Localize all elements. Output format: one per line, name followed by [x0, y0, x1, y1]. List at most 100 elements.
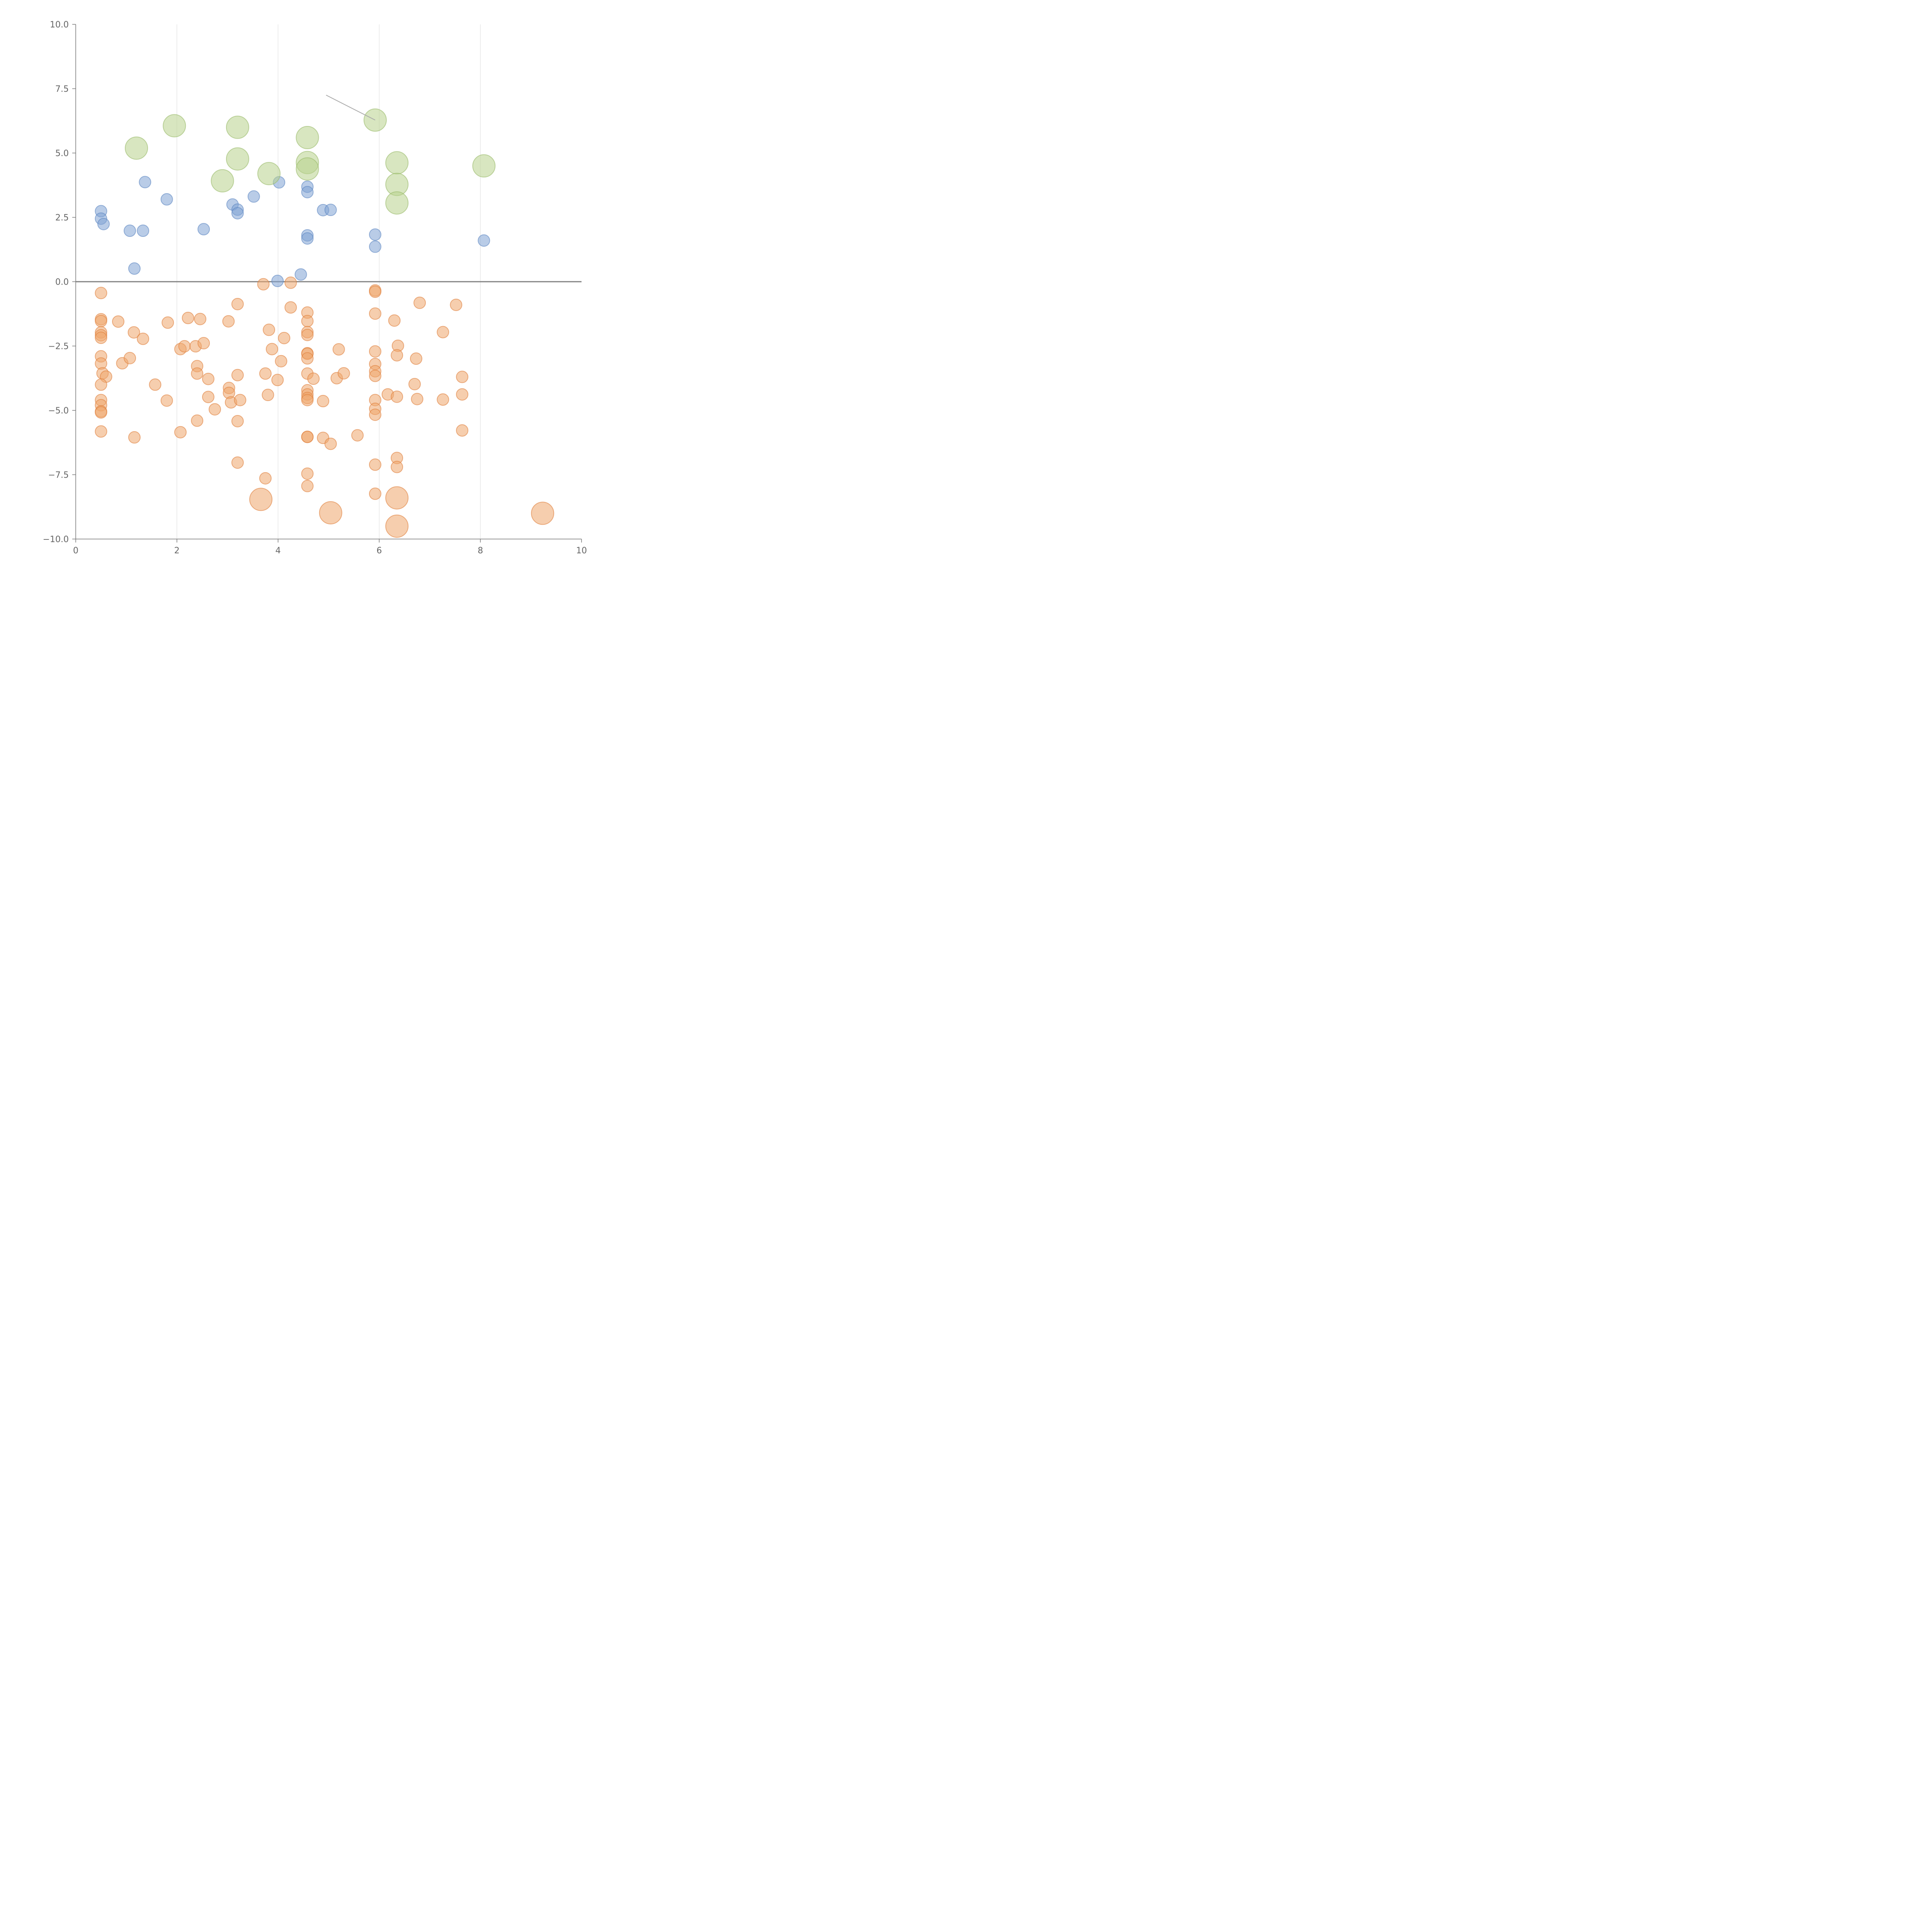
data-point — [294, 268, 307, 281]
data-point — [95, 378, 107, 391]
data-point — [317, 395, 330, 408]
y-tick-label: 0.0 — [55, 277, 69, 287]
data-point — [324, 437, 337, 450]
data-point — [259, 367, 272, 380]
data-point — [231, 369, 244, 381]
data-point — [247, 190, 260, 203]
x-tick-label: 0 — [73, 546, 78, 556]
data-point — [137, 224, 150, 237]
data-point — [263, 323, 276, 336]
data-point — [259, 472, 272, 485]
data-point — [265, 343, 278, 355]
data-point — [391, 349, 403, 362]
data-point — [437, 326, 449, 338]
annotation-leader-line — [326, 95, 376, 121]
x-tick-label: 4 — [276, 546, 281, 556]
data-point — [456, 388, 469, 401]
data-point — [208, 403, 221, 416]
data-point — [125, 136, 148, 160]
data-point — [249, 488, 273, 511]
data-point — [301, 352, 314, 365]
data-point — [95, 425, 107, 438]
data-point — [369, 240, 381, 253]
data-point — [128, 326, 140, 339]
data-point — [369, 307, 381, 320]
data-point — [301, 328, 314, 341]
data-point — [197, 337, 210, 350]
data-point — [351, 429, 364, 442]
data-point — [163, 114, 186, 138]
data-point — [226, 147, 249, 171]
data-point — [369, 285, 381, 298]
y-tick-label: −10.0 — [43, 535, 69, 544]
data-point — [275, 355, 287, 367]
y-tick-label: −7.5 — [48, 471, 69, 480]
data-point — [112, 315, 124, 328]
data-point — [385, 151, 409, 175]
data-point — [149, 378, 162, 391]
data-point — [257, 162, 281, 185]
data-point — [284, 301, 297, 314]
data-point — [271, 275, 284, 287]
data-point — [369, 369, 381, 382]
data-point — [450, 298, 463, 311]
y-tick-label: 10.0 — [50, 20, 69, 30]
data-point — [385, 191, 409, 215]
data-point — [202, 391, 214, 403]
data-point — [178, 340, 191, 353]
data-point — [124, 224, 136, 237]
data-point — [408, 378, 421, 391]
data-point — [319, 501, 342, 525]
data-point — [95, 315, 107, 327]
data-point — [332, 343, 345, 356]
data-point — [388, 314, 401, 327]
data-point — [128, 262, 141, 275]
data-point — [231, 298, 244, 310]
data-point — [472, 154, 496, 178]
y-tick-label: −5.0 — [48, 406, 69, 416]
data-point — [301, 394, 314, 406]
data-point — [410, 352, 422, 365]
data-point — [95, 332, 107, 344]
data-point — [369, 408, 381, 421]
data-point — [222, 315, 235, 328]
y-tick-label: 2.5 — [55, 213, 69, 223]
x-tick-label: 2 — [174, 546, 180, 556]
data-point — [160, 394, 173, 407]
data-point — [296, 157, 319, 181]
data-point — [437, 393, 449, 406]
data-point — [531, 502, 554, 525]
data-point — [211, 169, 234, 192]
y-tick-label: 7.5 — [55, 85, 69, 94]
data-point — [174, 426, 187, 439]
data-point — [369, 487, 381, 500]
data-point — [231, 456, 244, 469]
data-point — [478, 234, 490, 247]
axes: 0 2 4 6 8 10 −10.0 −7.5 −5.0 −2.5 0.0 2.5 5.0 7.5 10.0 — [43, 20, 587, 556]
data-point — [231, 415, 244, 427]
data-point — [160, 193, 173, 206]
data-point — [234, 394, 247, 406]
x-tick-label: 8 — [478, 546, 483, 556]
data-point — [391, 461, 403, 473]
data-point — [182, 311, 194, 324]
bubble-chart: 0 2 4 6 8 10 −10.0 −7.5 −5.0 −2.5 0.0 2.5 5.0 7.5 10.0 — [43, 20, 587, 556]
y-tick-label: 5.0 — [55, 149, 69, 158]
data-point — [271, 374, 284, 386]
data-point — [301, 480, 314, 492]
data-point — [202, 372, 214, 385]
data-point — [139, 176, 151, 189]
data-point — [226, 116, 249, 139]
data-point — [191, 414, 204, 427]
data-point — [95, 287, 107, 299]
data-point — [124, 352, 136, 364]
data-point — [337, 367, 350, 380]
data-point — [301, 315, 314, 327]
data-point — [128, 431, 141, 444]
data-point — [278, 332, 291, 344]
data-point — [324, 204, 337, 216]
data-point — [413, 296, 426, 309]
grid-lines — [76, 24, 582, 539]
annotations — [326, 95, 376, 121]
data-point — [97, 218, 110, 230]
